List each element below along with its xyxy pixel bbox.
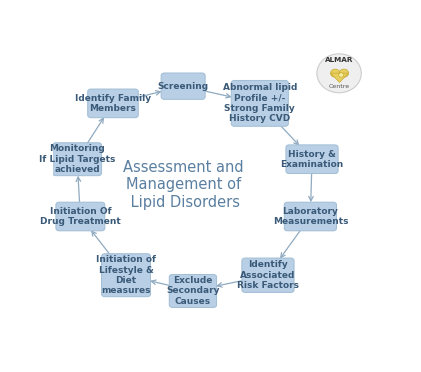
Circle shape: [339, 73, 344, 77]
Text: Initiation of
Lifestyle &
Diet
measures: Initiation of Lifestyle & Diet measures: [96, 255, 156, 295]
FancyBboxPatch shape: [53, 143, 101, 176]
Text: ALMAR: ALMAR: [325, 57, 353, 62]
Text: Laboratory
Measurements: Laboratory Measurements: [273, 207, 348, 226]
FancyBboxPatch shape: [101, 254, 151, 297]
Text: Abnormal lipid
Profile +/-
Strong Family
History CVD: Abnormal lipid Profile +/- Strong Family…: [223, 83, 297, 124]
Text: Centre: Centre: [328, 84, 350, 89]
Text: Identify
Associated
Risk Factors: Identify Associated Risk Factors: [237, 260, 299, 290]
FancyBboxPatch shape: [286, 145, 338, 173]
FancyBboxPatch shape: [242, 258, 294, 292]
Text: Identify Family
Members: Identify Family Members: [75, 94, 151, 113]
Text: Monitoring
If Lipid Targets
achieved: Monitoring If Lipid Targets achieved: [39, 144, 115, 174]
FancyBboxPatch shape: [284, 202, 336, 231]
FancyBboxPatch shape: [56, 202, 105, 231]
Text: History &
Examination: History & Examination: [280, 150, 344, 169]
Text: Assessment and
Management of
 Lipid Disorders: Assessment and Management of Lipid Disor…: [123, 160, 243, 210]
FancyBboxPatch shape: [161, 73, 205, 99]
FancyBboxPatch shape: [231, 80, 288, 126]
Polygon shape: [330, 73, 349, 83]
Circle shape: [330, 69, 340, 77]
FancyBboxPatch shape: [169, 275, 216, 307]
Text: Initiation Of
Drug Treatment: Initiation Of Drug Treatment: [40, 207, 121, 226]
Circle shape: [317, 54, 361, 93]
Text: Exclude
Secondary
Causes: Exclude Secondary Causes: [166, 276, 220, 306]
Circle shape: [339, 69, 349, 77]
FancyBboxPatch shape: [88, 89, 138, 118]
Text: Screening: Screening: [157, 82, 209, 91]
